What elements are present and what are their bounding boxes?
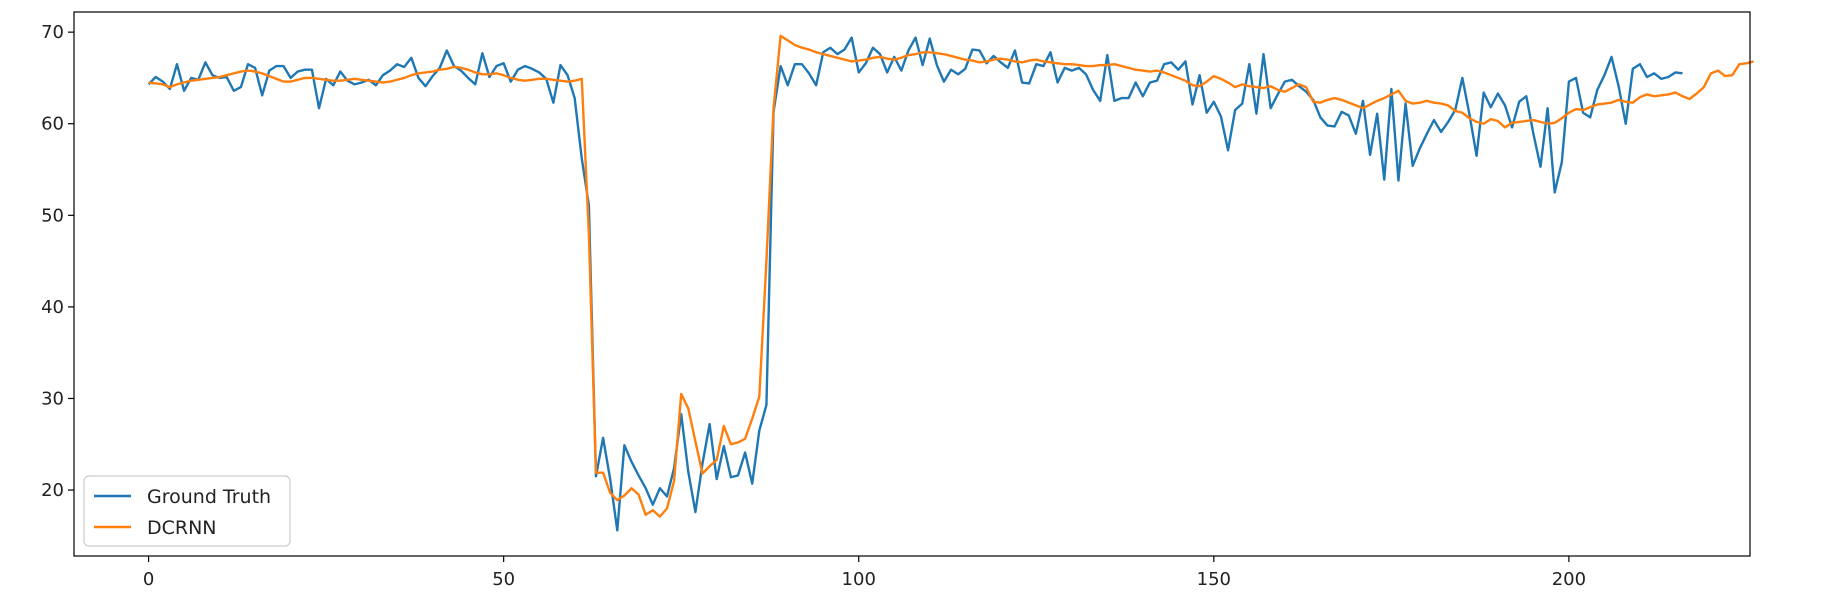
legend-label-dcrnn: DCRNN	[147, 517, 217, 539]
legend: Ground Truth DCRNN	[83, 475, 291, 547]
y-tick-label: 30	[41, 388, 64, 409]
y-tick-label: 60	[41, 114, 64, 135]
y-tick-label: 70	[41, 22, 64, 43]
series-line-dcrnn	[148, 34, 1754, 518]
x-tick-label: 200	[1552, 569, 1586, 590]
legend-box	[83, 475, 291, 547]
plot-area	[147, 34, 1754, 532]
axis-ticks: 0 50 100 150 200 20 30 40 50 60 70	[41, 22, 1586, 590]
x-tick-label: 50	[492, 569, 515, 590]
legend-label-ground-truth: Ground Truth	[147, 486, 271, 508]
y-tick-label: 50	[41, 205, 64, 226]
plot-frame	[73, 11, 1751, 557]
x-tick-label: 0	[143, 569, 154, 590]
series-line-ground-truth	[147, 36, 1683, 532]
x-tick-label: 100	[842, 569, 876, 590]
y-tick-label: 40	[41, 297, 64, 318]
y-tick-label: 20	[41, 480, 64, 501]
x-tick-label: 150	[1197, 569, 1231, 590]
